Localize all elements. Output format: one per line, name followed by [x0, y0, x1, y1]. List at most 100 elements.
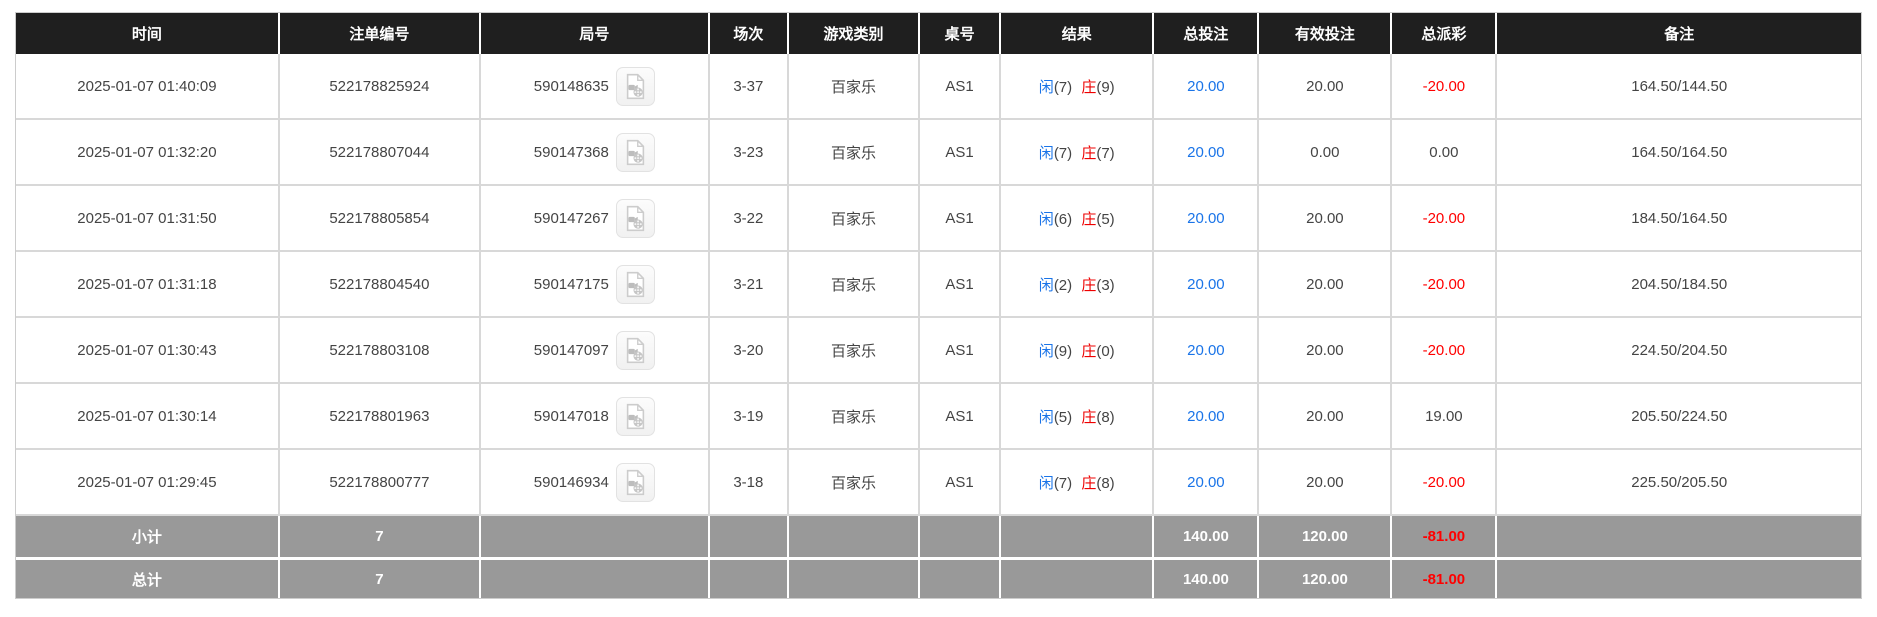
- video-replay-button[interactable]: [615, 462, 655, 502]
- header-remark: 备注: [1497, 13, 1861, 54]
- session-cell: 3-18: [709, 450, 790, 516]
- player-score: (9): [1053, 342, 1073, 360]
- round-no: 590147368: [533, 143, 609, 161]
- round-no-cell: 590147018: [480, 384, 710, 450]
- table-no-cell: AS1: [920, 318, 1002, 384]
- video-file-icon: [622, 469, 649, 496]
- result-cell: 闲(5) 庄(8): [1001, 384, 1155, 450]
- result-cell: 闲(7) 庄(8): [1001, 450, 1155, 516]
- result-cell: 闲(2) 庄(3): [1001, 252, 1155, 318]
- player-result-label: 闲: [1038, 474, 1054, 492]
- payout-cell: -20.00: [1392, 450, 1498, 516]
- game-type-cell: 百家乐: [789, 450, 921, 516]
- header-total-payout: 总派彩: [1392, 13, 1498, 54]
- game-type-cell: 百家乐: [789, 252, 921, 318]
- time-cell: 2025-01-07 01:32:20: [16, 120, 280, 186]
- session-cell: 3-20: [709, 318, 790, 384]
- video-file-icon: [622, 271, 649, 298]
- remark-cell: 164.50/164.50: [1497, 120, 1861, 186]
- valid-bet-cell: 20.00: [1259, 54, 1393, 120]
- summary-valid-bet: 120.00: [1259, 557, 1393, 598]
- payout-cell: 0.00: [1392, 120, 1498, 186]
- valid-bet-cell: 20.00: [1259, 450, 1393, 516]
- remark-cell: 184.50/164.50: [1497, 186, 1861, 252]
- video-file-icon: [622, 205, 649, 232]
- table-no-cell: AS1: [920, 252, 1002, 318]
- game-type-cell: 百家乐: [789, 120, 921, 186]
- table-row: 2025-01-07 01:30:14 522178801963 5901470…: [16, 384, 1861, 450]
- result-cell: 闲(9) 庄(0): [1001, 318, 1155, 384]
- session-cell: 3-22: [709, 186, 790, 252]
- payout-cell: -20.00: [1392, 318, 1498, 384]
- round-no-cell: 590147368: [480, 120, 710, 186]
- video-replay-button[interactable]: [615, 198, 655, 238]
- payout-cell: -20.00: [1392, 54, 1498, 120]
- remark-cell: 224.50/204.50: [1497, 318, 1861, 384]
- game-type-cell: 百家乐: [789, 186, 921, 252]
- round-no: 590148635: [533, 77, 609, 95]
- session-cell: 3-21: [709, 252, 790, 318]
- header-table-no: 桌号: [920, 13, 1002, 54]
- round-no: 590147097: [533, 341, 609, 359]
- total-bet-cell: 20.00: [1154, 186, 1260, 252]
- table-row: 2025-01-07 01:30:43 522178803108 5901470…: [16, 318, 1861, 384]
- table-row: 2025-01-07 01:32:20 522178807044 5901473…: [16, 120, 1861, 186]
- bet-no-cell: 522178800777: [279, 450, 481, 516]
- video-replay-button[interactable]: [615, 66, 655, 106]
- banker-score: (9): [1096, 78, 1115, 96]
- player-score: (5): [1053, 408, 1073, 426]
- session-cell: 3-37: [709, 54, 790, 120]
- round-no-cell: 590146934: [480, 450, 710, 516]
- header-row: 时间 注单编号 局号 场次 游戏类别 桌号 结果 总投注 有效投注 总派彩 备注: [16, 13, 1861, 54]
- banker-score: (7): [1096, 144, 1115, 162]
- header-result: 结果: [1001, 13, 1155, 54]
- video-replay-button[interactable]: [615, 330, 655, 370]
- remark-cell: 164.50/144.50: [1497, 54, 1861, 120]
- table-no-cell: AS1: [920, 186, 1002, 252]
- valid-bet-cell: 20.00: [1259, 384, 1393, 450]
- total-bet-cell: 20.00: [1154, 450, 1260, 516]
- summary-count: 7: [279, 516, 481, 557]
- total-bet-cell: 20.00: [1154, 120, 1260, 186]
- table-no-cell: AS1: [920, 120, 1002, 186]
- time-cell: 2025-01-07 01:30:43: [16, 318, 280, 384]
- player-result-label: 闲: [1038, 210, 1054, 228]
- summary-payout-cell: -81.00: [1392, 516, 1498, 557]
- player-result-label: 闲: [1038, 276, 1054, 294]
- bet-no-cell: 522178825924: [279, 54, 481, 120]
- table-no-cell: AS1: [920, 54, 1002, 120]
- time-cell: 2025-01-07 01:31:50: [16, 186, 280, 252]
- banker-result-label: 庄: [1081, 144, 1097, 162]
- time-cell: 2025-01-07 01:30:14: [16, 384, 280, 450]
- bet-no-cell: 522178805854: [279, 186, 481, 252]
- header-round-no: 局号: [480, 13, 710, 54]
- player-score: (7): [1053, 78, 1073, 96]
- video-replay-button[interactable]: [615, 396, 655, 436]
- video-replay-button[interactable]: [615, 264, 655, 304]
- session-cell: 3-19: [709, 384, 790, 450]
- summary-valid-bet: 120.00: [1259, 516, 1393, 557]
- bet-no-cell: 522178801963: [279, 384, 481, 450]
- valid-bet-cell: 0.00: [1259, 120, 1393, 186]
- player-result-label: 闲: [1038, 408, 1054, 426]
- player-result-label: 闲: [1038, 342, 1054, 360]
- player-score: (2): [1053, 276, 1073, 294]
- game-type-cell: 百家乐: [789, 318, 921, 384]
- summary-label: 总计: [16, 557, 280, 598]
- player-result-label: 闲: [1038, 78, 1054, 96]
- round-no: 590147018: [533, 407, 609, 425]
- summary-row: 总计 7 140.00 120.00 -81.00: [16, 557, 1861, 598]
- bet-no-cell: 522178807044: [279, 120, 481, 186]
- table-row: 2025-01-07 01:31:50 522178805854 5901472…: [16, 186, 1861, 252]
- round-no-cell: 590148635: [480, 54, 710, 120]
- video-file-icon: [622, 337, 649, 364]
- player-result-label: 闲: [1038, 144, 1054, 162]
- round-no-cell: 590147267: [480, 186, 710, 252]
- round-no: 590146934: [533, 473, 609, 491]
- total-bet-cell: 20.00: [1154, 318, 1260, 384]
- summary-label: 小计: [16, 516, 280, 557]
- header-total-bet: 总投注: [1154, 13, 1260, 54]
- video-replay-button[interactable]: [615, 132, 655, 172]
- banker-score: (8): [1096, 474, 1115, 492]
- video-file-icon: [622, 139, 649, 166]
